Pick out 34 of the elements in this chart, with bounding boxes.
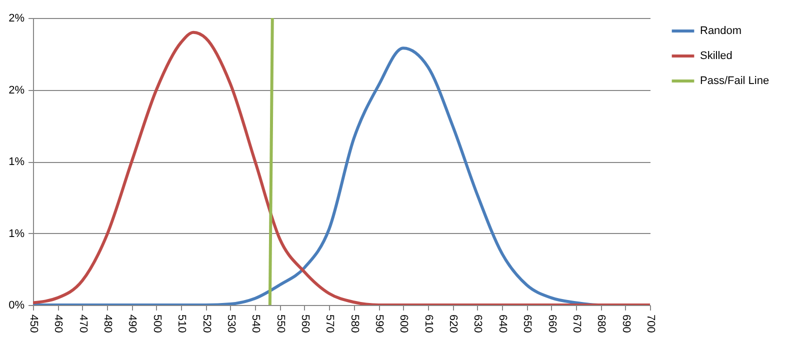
x-tick-label: 640: [496, 314, 508, 333]
y-tick-label: 2%: [8, 12, 25, 24]
x-tick-label: 480: [102, 314, 114, 333]
x-tick-label: 690: [620, 314, 632, 333]
legend-label: Random: [700, 25, 742, 37]
x-tick-label: 500: [150, 314, 163, 333]
x-tick-label: 650: [521, 314, 534, 333]
y-tick-label: 2%: [8, 84, 25, 96]
x-tick-label: 450: [28, 314, 40, 333]
x-tick-label: 460: [52, 314, 64, 333]
x-tick-label: 600: [398, 314, 410, 333]
legend-label: Pass/Fail Line: [700, 75, 770, 87]
y-tick-label: 0%: [8, 300, 25, 312]
x-tick-label: 590: [373, 314, 386, 333]
x-tick-label: 570: [324, 314, 336, 333]
x-tick-label: 510: [176, 314, 188, 333]
x-tick-label: 670: [570, 314, 582, 333]
x-tick-label: 610: [422, 314, 434, 333]
x-tick-label: 700: [644, 314, 656, 333]
x-tick-label: 580: [348, 314, 360, 333]
legend-label: Skilled: [700, 50, 732, 62]
x-tick-label: 560: [298, 314, 311, 333]
x-tick-label: 540: [250, 314, 262, 333]
x-tick-label: 530: [224, 314, 237, 333]
x-tick-label: 470: [76, 314, 89, 333]
x-tick-label: 630: [472, 314, 484, 333]
x-tick-label: 490: [126, 314, 138, 333]
y-tick-label: 1%: [8, 156, 25, 168]
x-tick-label: 660: [546, 314, 558, 333]
x-tick-label: 550: [274, 314, 286, 333]
y-tick-label: 1%: [8, 228, 25, 240]
x-tick-label: 520: [200, 314, 212, 333]
x-tick-label: 680: [595, 314, 608, 333]
x-tick-label: 620: [447, 314, 460, 333]
